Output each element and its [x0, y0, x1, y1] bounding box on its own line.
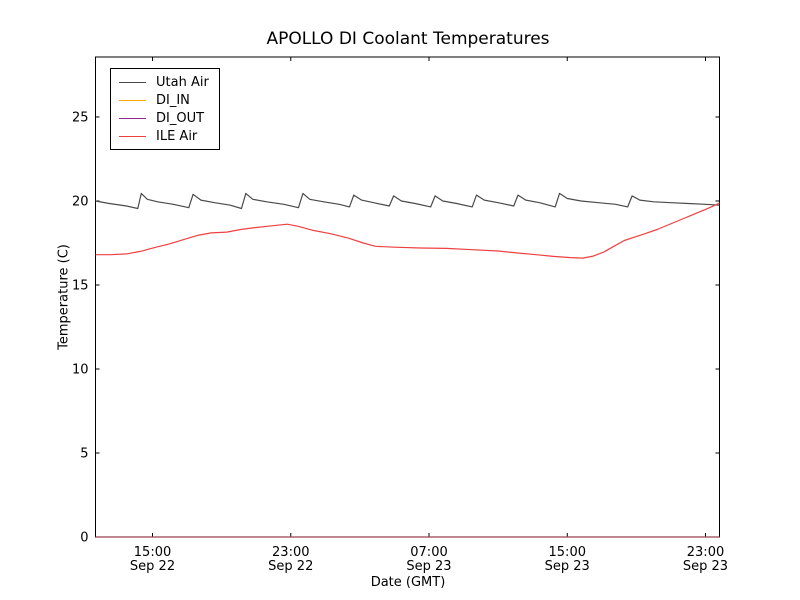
legend-label: Utah Air [156, 74, 209, 90]
legend-line-sample [119, 81, 146, 83]
x-tick-label-time: 15:00 [134, 545, 171, 560]
x-axis-label: Date (GMT) [370, 575, 446, 590]
y-tick-label: 0 [80, 531, 88, 546]
y-tick-label: 10 [72, 362, 89, 377]
legend-line-sample [119, 135, 146, 137]
y-tick-label: 15 [72, 278, 89, 293]
series-line-utah-air [95, 192, 720, 210]
legend-label: ILE Air [156, 128, 198, 144]
legend-line-sample [119, 99, 146, 101]
legend: Utah Air DI_IN DI_OUT ILE Air [110, 68, 220, 150]
x-tick-label-date: Sep 23 [683, 559, 728, 574]
x-tick-label-time: 23:00 [272, 545, 309, 560]
x-tick-label-time: 07:00 [410, 545, 447, 560]
legend-item: DI_OUT [119, 109, 209, 127]
series-line-ile-air [95, 202, 720, 259]
x-tick-label-date: Sep 23 [406, 559, 451, 574]
legend-line-sample [119, 117, 146, 119]
legend-item: ILE Air [119, 127, 209, 145]
x-tick-label-time: 15:00 [549, 545, 586, 560]
y-tick-label: 5 [80, 446, 88, 461]
y-axis-label: Temperature (C) [56, 244, 72, 350]
x-tick-label-time: 23:00 [687, 545, 724, 560]
x-tick-label-date: Sep 22 [130, 559, 175, 574]
chart-title: APOLLO DI Coolant Temperatures [266, 29, 550, 49]
legend-item: DI_IN [119, 91, 209, 109]
y-tick-label: 20 [72, 194, 89, 209]
y-tick-label: 25 [72, 110, 89, 125]
x-tick-label-date: Sep 22 [268, 559, 313, 574]
legend-item: Utah Air [119, 73, 209, 91]
legend-label: DI_IN [156, 92, 190, 108]
x-tick-label-date: Sep 23 [545, 559, 590, 574]
legend-label: DI_OUT [156, 110, 205, 126]
